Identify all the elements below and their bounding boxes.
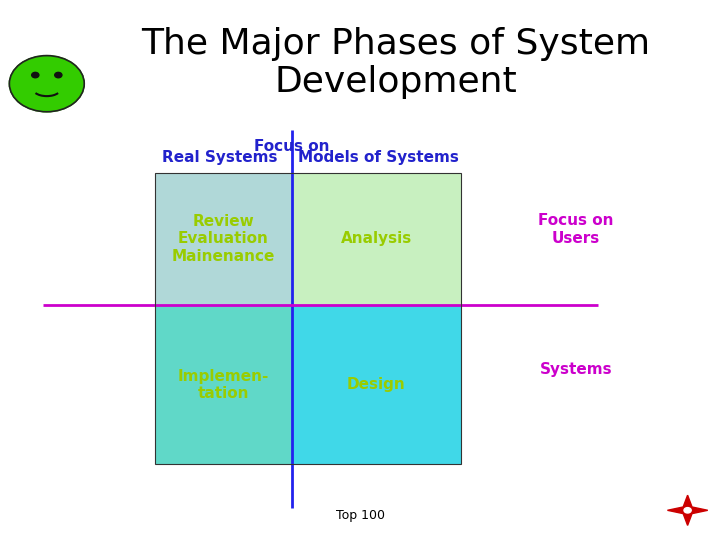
Circle shape — [684, 508, 691, 513]
Text: Review
Evaluation
Mainenance: Review Evaluation Mainenance — [171, 214, 275, 264]
Bar — [292, 173, 461, 305]
Text: Focus on
Users: Focus on Users — [539, 213, 613, 246]
Text: Systems: Systems — [540, 362, 612, 377]
Text: Real Systems: Real Systems — [162, 150, 277, 165]
Bar — [155, 305, 292, 464]
Circle shape — [55, 72, 62, 78]
Polygon shape — [667, 495, 708, 525]
Text: Focus on: Focus on — [254, 139, 329, 154]
Bar — [155, 173, 461, 464]
Circle shape — [9, 56, 84, 112]
Bar — [292, 305, 461, 464]
Text: The Major Phases of System
Development: The Major Phases of System Development — [141, 27, 651, 99]
Text: Analysis: Analysis — [341, 232, 412, 246]
Text: Design: Design — [347, 377, 405, 392]
Text: Top 100: Top 100 — [336, 509, 384, 522]
Text: Models of Systems: Models of Systems — [297, 150, 459, 165]
Bar — [155, 173, 292, 305]
Circle shape — [32, 72, 39, 78]
Text: Implemen-
tation: Implemen- tation — [178, 368, 269, 401]
